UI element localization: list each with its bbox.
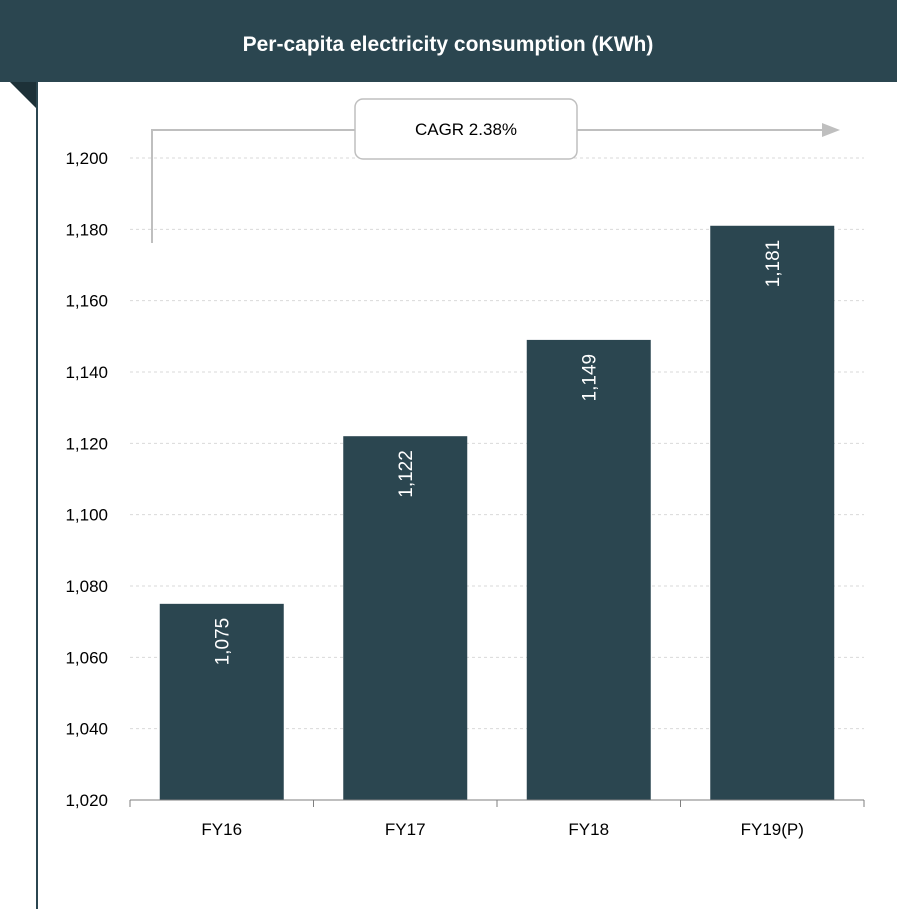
x-category-label: FY18 [568, 820, 609, 839]
y-tick-label: 1,020 [65, 791, 108, 810]
y-tick-label: 1,160 [65, 292, 108, 311]
chart-title: Per-capita electricity consumption (KWh) [243, 33, 654, 56]
bar-fy18 [526, 339, 651, 800]
bar-fy16 [159, 603, 284, 800]
cagr-label: CAGR 2.38% [415, 120, 517, 139]
bar-fy19p [710, 225, 835, 800]
y-tick-label: 1,120 [65, 434, 108, 453]
banner-fold-corner [10, 82, 38, 110]
x-category-label: FY16 [201, 820, 242, 839]
bar-value-label: 1,075 [213, 618, 234, 666]
y-tick-label: 1,200 [65, 149, 108, 168]
cagr-annotation: CAGR 2.38% [151, 98, 840, 243]
bar-value-label: 1,181 [763, 240, 784, 288]
x-axis: FY16 FY17 FY18 FY19(P) [129, 799, 865, 839]
title-banner [0, 0, 897, 82]
bar-fy17 [343, 436, 468, 800]
bar-value-label: 1,122 [396, 450, 417, 498]
y-tick-label: 1,080 [65, 577, 108, 596]
y-tick-label: 1,140 [65, 363, 108, 382]
cagr-box [354, 98, 578, 160]
bar-value-label: 1,149 [580, 354, 601, 402]
y-tick-label: 1,060 [65, 648, 108, 667]
x-category-label: FY19(P) [741, 820, 804, 839]
y-axis: 1,020 1,040 1,060 1,080 1,100 1,120 1,140 1,160… [65, 149, 108, 810]
cagr-arrowhead [822, 123, 840, 137]
bars: 1,075 1,122 1,149 1,181 [159, 225, 835, 800]
x-category-label: FY17 [385, 820, 426, 839]
y-tick-label: 1,040 [65, 720, 108, 739]
y-tick-label: 1,100 [65, 506, 108, 525]
cagr-arrow [151, 129, 822, 243]
y-tick-label: 1,180 [65, 220, 108, 239]
